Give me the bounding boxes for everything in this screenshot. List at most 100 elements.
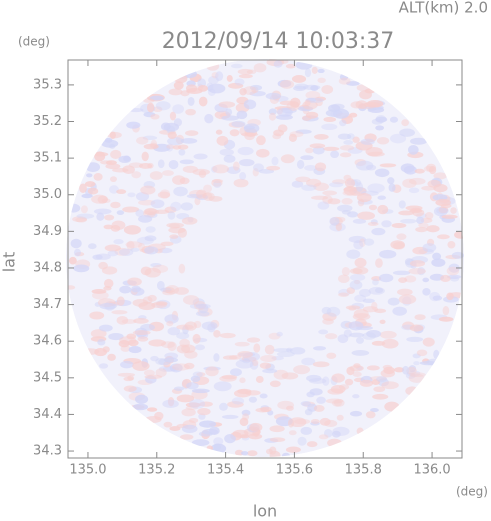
texture-patch: [110, 149, 122, 160]
texture-patch: [373, 386, 386, 393]
texture-patch: [398, 294, 417, 305]
texture-patch: [237, 68, 253, 75]
texture-patch: [376, 137, 390, 145]
texture-patch: [447, 274, 462, 279]
texture-patch: [402, 178, 417, 189]
texture-patch: [126, 121, 141, 129]
texture-patch: [379, 319, 386, 324]
texture-patch: [331, 373, 345, 383]
texture-patch: [341, 198, 353, 205]
texture-patch: [344, 378, 354, 386]
texture-patch: [84, 181, 96, 188]
texture-patch: [359, 288, 372, 297]
texture-patch: [352, 313, 371, 321]
texture-patch: [371, 275, 382, 282]
texture-patch: [178, 148, 186, 156]
texture-patch: [436, 207, 449, 215]
texture-patch: [230, 63, 243, 69]
texture-patch: [422, 288, 431, 296]
texture-patch: [167, 327, 181, 336]
texture-patch: [426, 358, 442, 366]
texture-patch: [326, 352, 337, 359]
texture-patch: [125, 241, 143, 248]
texture-patch: [169, 363, 183, 373]
texture-patch: [322, 146, 340, 151]
texture-patch: [111, 310, 128, 315]
texture-patch: [138, 215, 153, 223]
texture-patch: [239, 417, 249, 427]
texture-patch: [101, 198, 111, 204]
texture-patch: [354, 294, 367, 303]
texture-patch: [359, 90, 372, 100]
texture-patch: [266, 165, 281, 171]
texture-patch: [352, 266, 369, 275]
texture-patch: [415, 226, 428, 233]
texture-patch: [380, 369, 396, 378]
texture-patch: [197, 85, 208, 92]
texture-patch: [160, 287, 172, 293]
texture-patch: [179, 177, 190, 185]
texture-patch: [237, 146, 254, 156]
texture-patch: [451, 251, 464, 259]
texture-patch: [128, 107, 144, 113]
texture-patch: [188, 417, 199, 423]
texture-patch: [136, 136, 149, 145]
texture-patch: [381, 220, 392, 228]
texture-patch: [349, 332, 365, 338]
texture-patch: [182, 165, 198, 173]
texture-patch: [144, 207, 157, 215]
texture-patch: [273, 369, 289, 380]
texture-patch: [221, 374, 238, 380]
texture-patch: [349, 365, 364, 372]
texture-patch: [343, 139, 354, 145]
texture-patch: [271, 156, 279, 166]
texture-patch: [110, 201, 121, 209]
texture-patch: [378, 273, 394, 283]
texture-patch: [87, 187, 99, 195]
texture-patch: [148, 339, 167, 347]
texture-patch: [134, 394, 149, 404]
texture-patch: [288, 430, 297, 436]
texture-patch: [96, 212, 105, 221]
texture-patch: [142, 135, 158, 141]
texture-patch: [172, 104, 184, 114]
texture-patch: [88, 243, 97, 250]
texture-patch: [236, 110, 248, 120]
texture-patch: [304, 408, 313, 416]
texture-patch: [85, 162, 101, 173]
texture-patch: [339, 145, 355, 151]
texture-patch: [162, 170, 174, 176]
texture-patch: [165, 285, 180, 295]
texture-patch: [117, 372, 136, 377]
texture-patch: [150, 263, 162, 268]
texture-patch: [306, 374, 322, 382]
texture-patch: [98, 324, 113, 332]
texture-patch: [365, 146, 383, 157]
texture-patch: [103, 278, 114, 289]
texture-patch: [152, 106, 163, 113]
texture-patch: [401, 119, 409, 127]
texture-patch: [346, 81, 360, 86]
texture-patch: [235, 359, 254, 369]
texture-patch: [277, 79, 292, 88]
texture-patch: [433, 184, 448, 193]
texture-patch: [367, 221, 379, 227]
texture-patch: [198, 303, 209, 314]
texture-patch: [405, 386, 419, 396]
texture-patch: [227, 401, 244, 408]
texture-patch: [221, 115, 240, 121]
texture-patch: [104, 244, 121, 252]
texture-patch: [203, 184, 212, 193]
texture-patch: [450, 207, 457, 214]
texture-patch: [179, 338, 190, 348]
texture-patch: [119, 336, 137, 345]
texture-patch: [260, 406, 272, 413]
texture-patch: [337, 204, 353, 212]
texture-patch: [168, 226, 186, 234]
texture-patch: [135, 209, 144, 217]
texture-patch: [405, 372, 416, 379]
texture-patch: [438, 206, 449, 214]
texture-patch: [95, 253, 111, 260]
texture-patch: [305, 147, 314, 154]
